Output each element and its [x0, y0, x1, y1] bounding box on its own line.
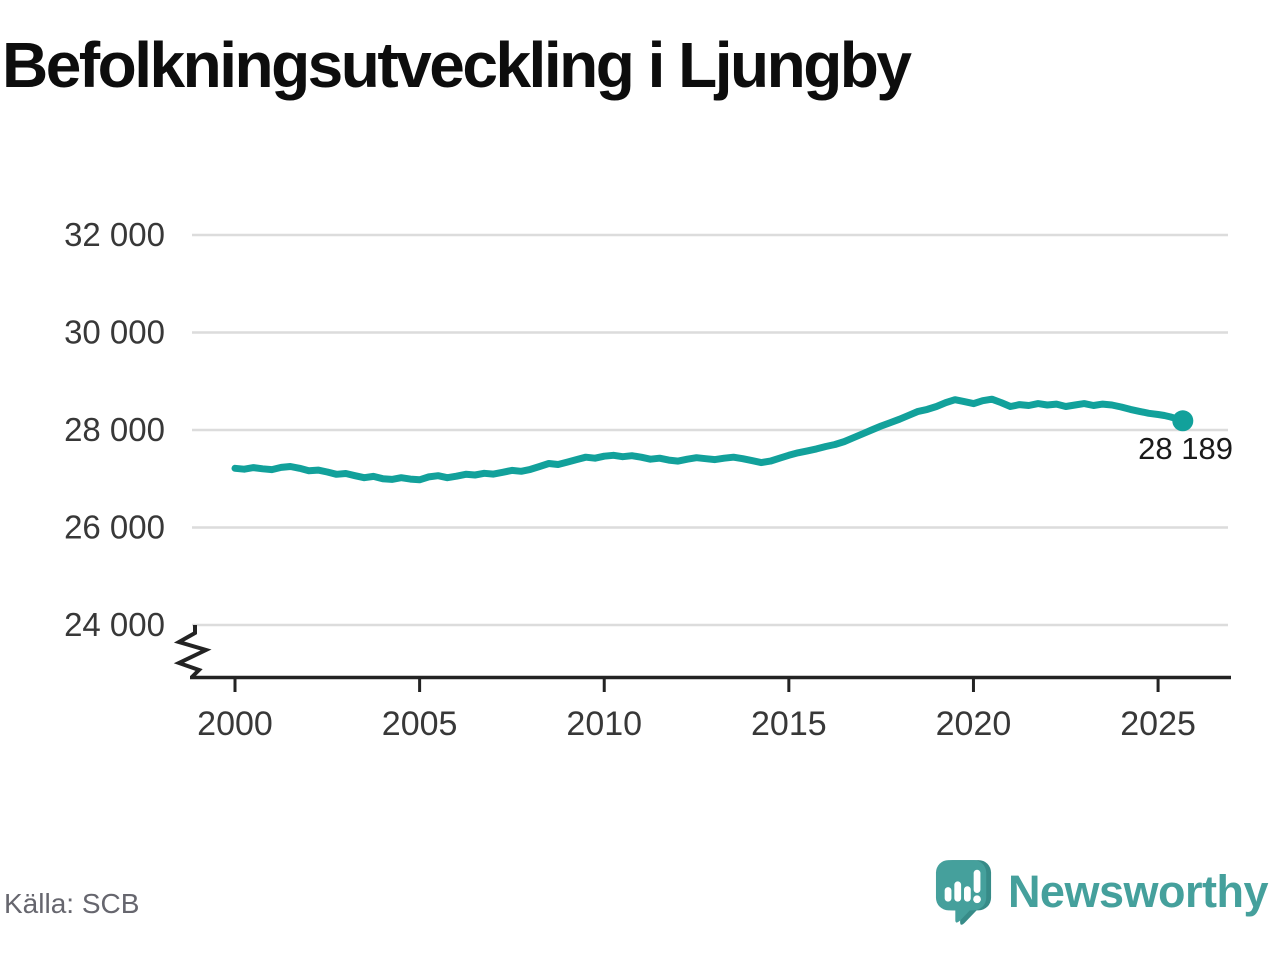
y-tick-label: 28 000	[64, 411, 165, 448]
population-line	[231, 395, 1187, 484]
y-tick-label: 26 000	[64, 509, 165, 546]
x-tick-label: 2000	[197, 705, 273, 743]
x-axis: 2000 2005 2010 2015 2020 2025	[190, 675, 1231, 743]
logo-wordmark: Newsworthy	[1007, 866, 1269, 917]
x-tick-label: 2010	[566, 705, 642, 743]
x-tick-label: 2015	[751, 705, 827, 743]
endpoint-dot	[1172, 410, 1194, 432]
chart-title: Befolkningsutveckling i Ljungby	[2, 29, 912, 101]
source-label: Källa: SCB	[4, 888, 140, 919]
axis-break-icon	[173, 625, 212, 679]
y-tick-label: 32 000	[64, 216, 165, 253]
y-axis-labels: 32 000 30 000 28 000 26 000 24 000	[64, 216, 165, 643]
gridlines	[192, 233, 1228, 627]
y-tick-label: 24 000	[64, 606, 165, 643]
x-tick-label: 2020	[936, 705, 1012, 743]
speech-bubble-bar-chart-icon	[935, 860, 992, 925]
x-tick-label: 2005	[382, 705, 458, 743]
x-tick-label: 2025	[1120, 705, 1196, 743]
newsworthy-logo: Newsworthy	[935, 858, 1269, 926]
y-tick-label: 30 000	[64, 314, 165, 351]
endpoint-value-label: 28 189	[1138, 431, 1233, 466]
